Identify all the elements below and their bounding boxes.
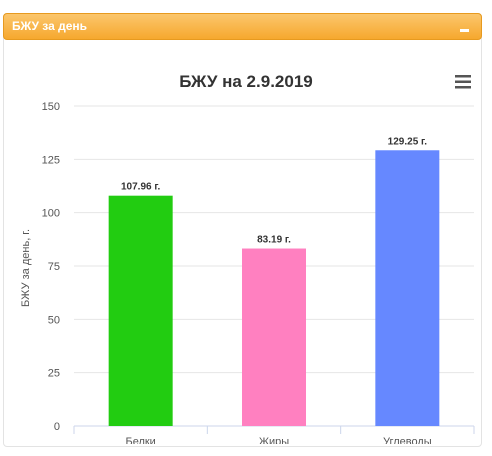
- bar-3[interactable]: [375, 150, 440, 426]
- y-tick-label: 25: [48, 368, 60, 380]
- x-tick-label: Углеводы: [383, 436, 432, 444]
- y-axis-label: БЖУ за день, г.: [20, 229, 32, 307]
- hamburger-menu-icon[interactable]: [455, 75, 471, 89]
- x-tick-label: Белки: [125, 436, 155, 444]
- y-tick-label: 0: [54, 421, 60, 433]
- data-label: 129.25 г.: [388, 136, 428, 147]
- y-tick-label: 75: [48, 261, 60, 273]
- widget-title: БЖУ за день: [12, 19, 87, 33]
- chart-title: БЖУ на 2.9.2019: [179, 72, 313, 91]
- minus-icon[interactable]: [460, 29, 469, 32]
- data-label: 107.96 г.: [121, 182, 161, 193]
- bar-1[interactable]: [108, 195, 173, 426]
- y-tick-label: 50: [48, 314, 60, 326]
- y-tick-label: 125: [42, 154, 60, 166]
- widget-header[interactable]: БЖУ за день: [3, 13, 482, 40]
- bju-widget: БЖУ за день БЖУ на 2.9.2019 БЖУ за день,…: [3, 13, 482, 448]
- bar-2[interactable]: [242, 248, 306, 426]
- x-tick-label: Жиры: [259, 436, 289, 444]
- chart-area: БЖУ на 2.9.2019 БЖУ за день, г. 0 25 50 75 1…: [8, 43, 478, 448]
- bar-chart: БЖУ на 2.9.2019 БЖУ за день, г. 0 25 50 75 1…: [20, 72, 475, 448]
- y-tick-label: 150: [42, 101, 60, 113]
- data-label: 83.19 г.: [257, 235, 291, 246]
- y-tick-label: 100: [42, 208, 60, 220]
